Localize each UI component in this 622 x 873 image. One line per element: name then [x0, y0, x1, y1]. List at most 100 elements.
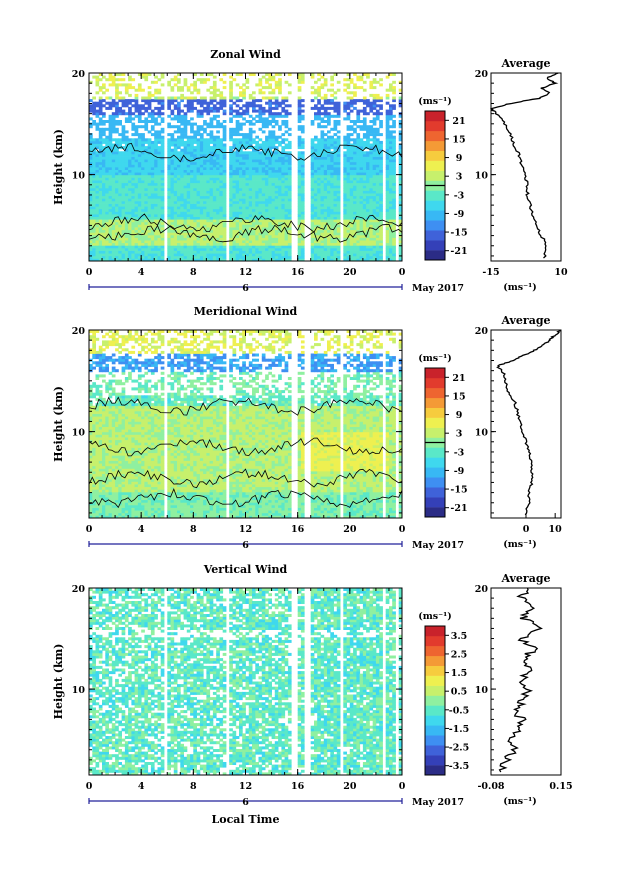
heatmap-cell: [154, 153, 158, 157]
heatmap-cell: [229, 156, 233, 160]
heatmap-cell: [261, 245, 266, 249]
heatmap-cell: [141, 232, 145, 236]
heatmap-cell: [199, 187, 204, 191]
heatmap-cell: [327, 146, 331, 150]
heatmap-cell: [248, 167, 253, 170]
heatmap-cell: [92, 182, 96, 186]
heatmap-cell: [248, 73, 253, 76]
heatmap-cell: [196, 232, 201, 236]
heatmap-cell: [137, 245, 142, 249]
heatmap-cell: [157, 200, 162, 204]
heatmap-cell: [284, 130, 289, 134]
heatmap-cell: [222, 237, 227, 241]
heatmap-cell: [144, 258, 149, 262]
heatmap-cell: [190, 255, 194, 259]
heatmap-cell: [209, 140, 214, 144]
heatmap-cell: [343, 216, 347, 220]
heatmap-cell: [203, 245, 207, 249]
heatmap-cell: [300, 75, 305, 79]
heatmap-cell: [209, 255, 214, 259]
heatmap-cell: [281, 148, 286, 152]
heatmap-cell: [108, 190, 113, 194]
heatmap-cell: [193, 221, 197, 225]
heatmap-cell: [105, 242, 109, 246]
heatmap-cell: [173, 234, 178, 238]
heatmap-cell: [261, 161, 266, 165]
heatmap-cell: [336, 140, 341, 144]
heatmap-cell: [209, 86, 214, 90]
heatmap-cell: [167, 167, 171, 170]
heatmap-cell: [173, 242, 178, 246]
heatmap-cell: [343, 78, 347, 82]
heatmap-cell: [229, 198, 233, 202]
heatmap-cell: [134, 109, 139, 113]
heatmap-cell: [278, 203, 282, 207]
heatmap-cell: [353, 234, 357, 238]
heatmap-cell: [124, 112, 129, 116]
heatmap-cell: [314, 203, 318, 207]
heatmap-cell: [98, 135, 103, 139]
heatmap-cell: [369, 151, 374, 155]
heatmap-cell: [170, 86, 175, 90]
heatmap-cell: [379, 198, 383, 202]
heatmap-cell: [271, 146, 276, 150]
heatmap-cell: [317, 203, 321, 207]
heatmap-cell: [170, 167, 175, 170]
heatmap-cell: [372, 174, 377, 178]
heatmap-cell: [362, 143, 367, 147]
heatmap-cell: [258, 104, 263, 108]
heatmap-cell: [375, 216, 380, 220]
heatmap-cell: [222, 190, 227, 194]
heatmap-cell: [248, 245, 253, 249]
heatmap-cell: [150, 185, 155, 189]
heatmap-cell: [219, 200, 224, 204]
heatmap-cell: [317, 143, 321, 147]
heatmap-cell: [154, 185, 158, 189]
heatmap-cell: [327, 143, 331, 147]
heatmap-cell: [349, 242, 354, 246]
heatmap-cell: [160, 250, 165, 254]
heatmap-cell: [300, 151, 305, 155]
heatmap-cell: [389, 255, 393, 259]
heatmap-cell: [180, 250, 184, 254]
heatmap-cell: [186, 258, 191, 262]
heatmap-cell: [206, 242, 211, 246]
heatmap-cell: [278, 195, 282, 199]
heatmap-cell: [317, 156, 321, 160]
heatmap-cell: [95, 211, 100, 215]
heatmap-cell: [89, 146, 93, 150]
heatmap-cell: [222, 208, 227, 212]
heatmap-cell: [203, 185, 207, 189]
heatmap-cell: [186, 198, 191, 202]
heatmap-cell: [115, 221, 119, 225]
heatmap-cell: [268, 167, 272, 170]
heatmap-cell: [300, 159, 305, 163]
heatmap-cell: [245, 164, 250, 168]
heatmap-cell: [141, 200, 145, 204]
heatmap-cell: [323, 167, 328, 170]
heatmap-cell: [105, 200, 109, 204]
heatmap-cell: [173, 164, 178, 168]
heatmap-cell: [222, 177, 227, 181]
heatmap-cell: [95, 185, 100, 189]
heatmap-cell: [203, 167, 207, 170]
heatmap-cell: [310, 159, 315, 163]
heatmap-cell: [353, 227, 357, 231]
heatmap-cell: [248, 135, 253, 139]
heatmap-cell: [118, 112, 122, 116]
heatmap-cell: [177, 106, 181, 110]
heatmap-cell: [353, 172, 357, 176]
heatmap-cell: [265, 206, 269, 210]
heatmap-cell: [180, 195, 184, 199]
heatmap-cell: [141, 172, 145, 176]
heatmap-cell: [346, 227, 351, 231]
heatmap-cell: [89, 151, 93, 155]
heatmap-cell: [320, 216, 325, 220]
heatmap-cell: [92, 255, 96, 259]
heatmap-cell: [333, 255, 338, 259]
heatmap-cell: [248, 224, 253, 228]
heatmap-cell: [92, 153, 96, 157]
heatmap-cell: [199, 159, 204, 163]
heatmap-cell: [258, 159, 263, 163]
heatmap-cell: [255, 198, 259, 202]
